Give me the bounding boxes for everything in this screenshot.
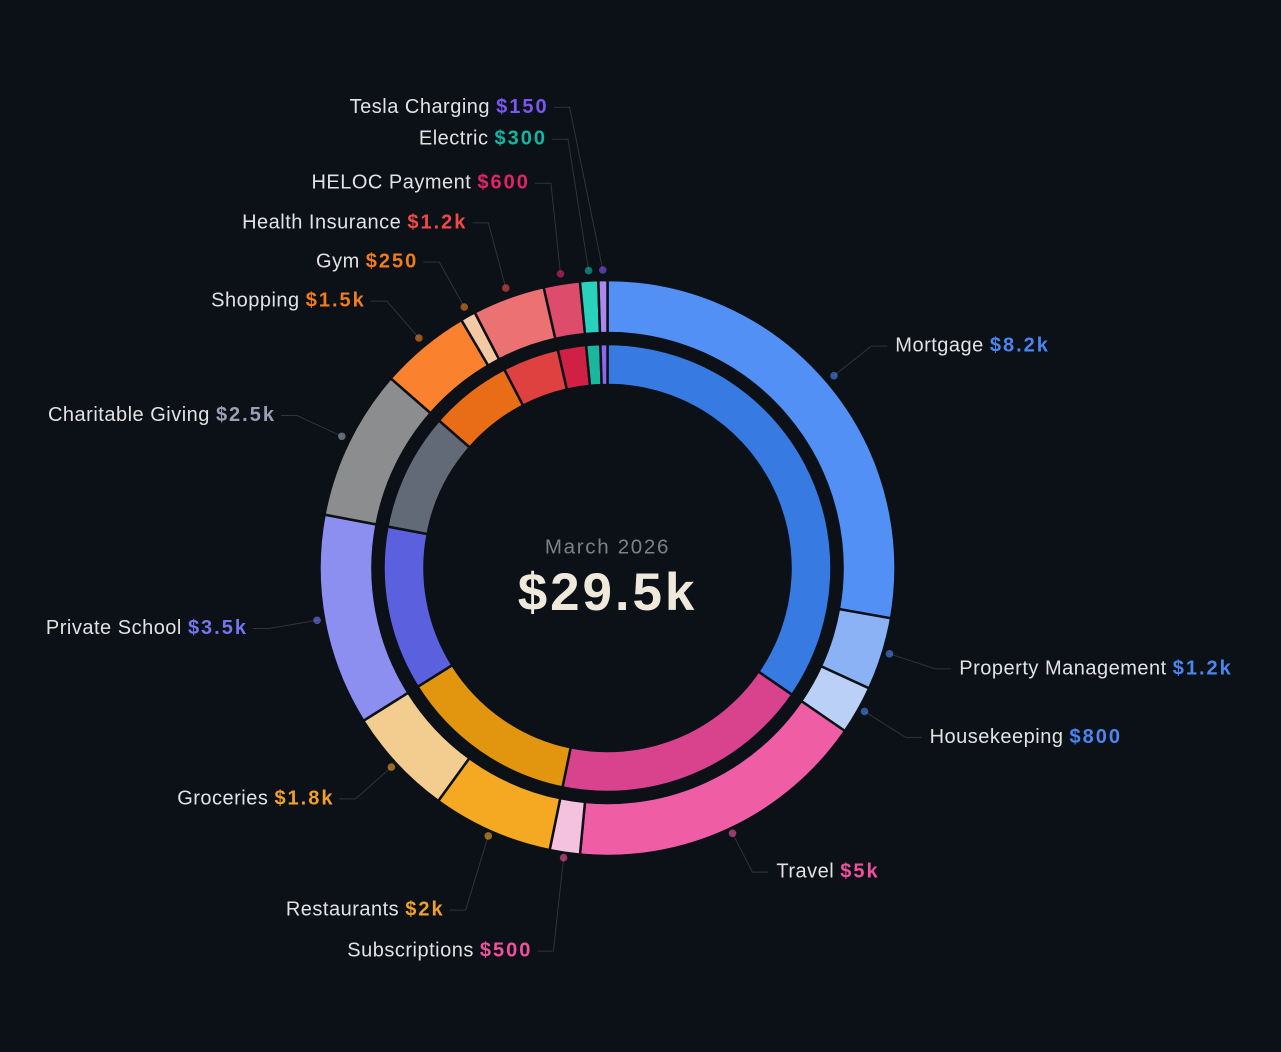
- svg-text:Property Management $1.2k: Property Management $1.2k: [959, 657, 1233, 679]
- svg-text:Shopping $1.5k: Shopping $1.5k: [211, 290, 366, 312]
- svg-text:Charitable Giving $2.5k: Charitable Giving $2.5k: [48, 404, 276, 426]
- svg-text:Restaurants $2k: Restaurants $2k: [286, 899, 445, 921]
- svg-text:Mortgage $8.2k: Mortgage $8.2k: [895, 335, 1050, 357]
- svg-text:Subscriptions $500: Subscriptions $500: [347, 940, 532, 962]
- svg-text:HELOC Payment $600: HELOC Payment $600: [311, 172, 529, 194]
- svg-text:Groceries $1.8k: Groceries $1.8k: [177, 787, 334, 809]
- svg-text:March 2026: March 2026: [545, 536, 670, 559]
- svg-text:Tesla Charging $150: Tesla Charging $150: [350, 96, 549, 118]
- svg-text:Travel $5k: Travel $5k: [776, 861, 879, 883]
- svg-text:$29.5k: $29.5k: [518, 563, 698, 622]
- svg-text:Electric $300: Electric $300: [419, 128, 547, 150]
- svg-text:Housekeeping $800: Housekeeping $800: [930, 726, 1122, 748]
- svg-text:Gym $250: Gym $250: [316, 251, 418, 273]
- svg-text:Health Insurance $1.2k: Health Insurance $1.2k: [242, 211, 467, 233]
- svg-text:Private School $3.5k: Private School $3.5k: [46, 617, 248, 639]
